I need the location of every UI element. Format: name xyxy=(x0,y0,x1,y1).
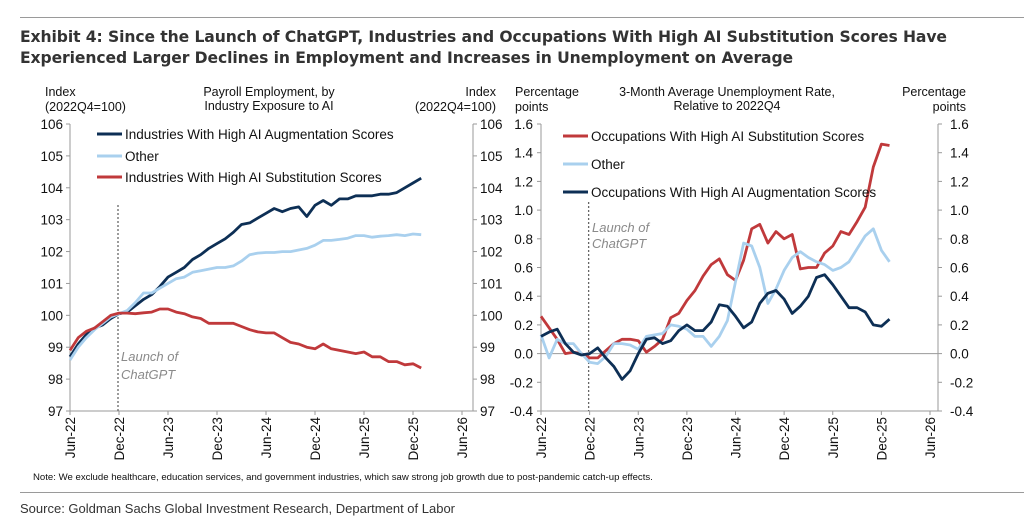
chart2-y-axis-label: Percentage xyxy=(515,85,579,99)
bottom-rule xyxy=(20,492,1024,493)
chart2-title: 3-Month Average Unemployment Rate, xyxy=(619,85,835,99)
chart2-y-tick-label-right: 1.0 xyxy=(950,203,969,218)
chart1-y-tick-label-right: 106 xyxy=(480,117,503,132)
chart1-y-tick-label: 100 xyxy=(40,308,63,323)
chart2-y-tick-label-right: 0.0 xyxy=(950,347,969,362)
chart2-y-tick-label-right: 0.4 xyxy=(950,289,969,304)
chart1-x-tick-label: Jun-24 xyxy=(259,417,274,459)
chart2-y-tick-label: 0.8 xyxy=(514,232,533,247)
chart2-y-tick-label: 1.2 xyxy=(514,174,533,189)
chart1-x-tick-label: Dec-22 xyxy=(112,417,127,461)
chart2-y-tick-label: 0.4 xyxy=(514,289,533,304)
chart2-x-tick-label: Jun-23 xyxy=(631,417,646,458)
chart1-title: Industry Exposure to AI xyxy=(204,99,333,113)
chart1-y-tick-label-right: 99 xyxy=(480,340,495,355)
chart2-x-tick-label: Dec-23 xyxy=(680,417,695,461)
chart1-y-tick-label-right: 102 xyxy=(480,245,503,260)
chart1-y-tick-label-right: 105 xyxy=(480,149,503,164)
chart1-y-tick-label: 103 xyxy=(40,213,63,228)
chart1-y-axis-label-right: Index xyxy=(465,85,496,99)
chart1-legend-label: Other xyxy=(125,149,159,164)
chart2-series-line-augmentation xyxy=(540,273,891,381)
chart1-title: Payroll Employment, by xyxy=(203,85,335,99)
chart2-y-tick-label: 1.0 xyxy=(514,203,533,218)
footnote: Note: We exclude healthcare, education s… xyxy=(33,472,653,483)
source-line: Source: Goldman Sachs Global Investment … xyxy=(20,501,455,516)
chart2-title: Relative to 2022Q4 xyxy=(673,99,780,113)
chart1-annotation-text: Launch of xyxy=(121,349,179,364)
chart1-y-tick-label: 106 xyxy=(40,117,63,132)
chart1-y-tick-label: 105 xyxy=(40,149,63,164)
chart2-x-tick-label: Jun-25 xyxy=(826,417,841,458)
exhibit-title: Exhibit 4: Since the Launch of ChatGPT, … xyxy=(20,28,947,67)
chart1-y-tick-label-right: 98 xyxy=(480,372,495,387)
chart2-y-tick-label: -0.4 xyxy=(510,404,534,419)
chart2-x-tick-label: Jun-22 xyxy=(534,417,549,458)
chart2-annotation-text: ChatGPT xyxy=(592,236,647,251)
chart1-x-tick-label: Jun-23 xyxy=(161,417,176,458)
chart2-y-tick-label-right: -0.4 xyxy=(950,404,974,419)
chart2-legend-label: Other xyxy=(591,157,625,172)
chart2-y-tick-label: 1.4 xyxy=(514,146,533,161)
chart2-y-axis-label-right: points xyxy=(933,100,966,114)
chart1-series-line-substitution xyxy=(68,307,422,370)
chart1-x-tick-label: Jun-22 xyxy=(63,417,78,458)
chart2-y-tick-label: -0.2 xyxy=(510,375,533,390)
chart1-y-tick-label: 99 xyxy=(48,340,63,355)
chart1-annotation-text: ChatGPT xyxy=(121,367,176,382)
chart1-legend-label: Industries With High AI Augmentation Sco… xyxy=(125,127,394,142)
chart2-y-tick-label-right: 1.2 xyxy=(950,174,969,189)
chart2-y-tick-label-right: 1.6 xyxy=(950,117,969,132)
chart2-y-axis-label: points xyxy=(515,100,548,114)
chart2-x-tick-label: Dec-25 xyxy=(874,417,889,461)
chart1-x-tick-label: Jun-26 xyxy=(455,417,470,458)
chart1-series-line-augmentation xyxy=(68,176,422,358)
chart1-y-tick-label-right: 97 xyxy=(480,404,495,419)
chart2-y-tick-label-right: 0.8 xyxy=(950,232,969,247)
chart2-y-tick-label: 0.2 xyxy=(514,318,533,333)
chart1-x-tick-label: Dec-24 xyxy=(308,417,323,461)
chart2-series-line-other xyxy=(539,227,891,366)
chart2-x-tick-label: Jun-26 xyxy=(923,417,938,458)
chart2-x-tick-label: Jun-24 xyxy=(729,417,744,459)
chart2-legend-label: Occupations With High AI Substitution Sc… xyxy=(591,129,864,144)
chart1-y-axis-label: Index xyxy=(45,85,76,99)
top-rule xyxy=(20,17,1024,18)
chart1-y-tick-label-right: 101 xyxy=(480,276,503,291)
chart2-y-tick-label-right: 1.4 xyxy=(950,146,969,161)
chart2-y-tick-label: 0.6 xyxy=(514,261,533,276)
chart1-y-tick-label: 104 xyxy=(40,181,63,196)
chart1-x-tick-label: Jun-25 xyxy=(357,417,372,458)
chart1-y-axis-label: (2022Q4=100) xyxy=(45,100,126,114)
chart1-y-tick-label: 98 xyxy=(48,372,63,387)
chart1-y-tick-label: 101 xyxy=(40,276,63,291)
chart2-y-axis-label-right: Percentage xyxy=(902,85,966,99)
chart2-y-tick-label-right: 0.2 xyxy=(950,318,969,333)
chart2-y-tick-label-right: 0.6 xyxy=(950,261,969,276)
chart1-y-axis-label-right: (2022Q4=100) xyxy=(415,100,496,114)
chart2-legend-label: Occupations With High AI Augmentation Sc… xyxy=(591,185,876,200)
chart2-x-tick-label: Dec-22 xyxy=(583,417,598,461)
chart2-y-tick-label: 1.6 xyxy=(514,117,533,132)
chart1-series-line-other xyxy=(68,232,422,361)
chart2-annotation-text: Launch of xyxy=(592,220,650,235)
chart2-y-tick-label-right: -0.2 xyxy=(950,375,973,390)
chart1-y-tick-label-right: 103 xyxy=(480,213,503,228)
chart1-x-tick-label: Dec-23 xyxy=(210,417,225,461)
chart1-y-tick-label: 102 xyxy=(40,245,63,260)
chart1-y-tick-label: 97 xyxy=(48,404,63,419)
chart1-y-tick-label-right: 104 xyxy=(480,181,503,196)
chart1-legend-label: Industries With High AI Substitution Sco… xyxy=(125,170,382,185)
chart2-x-tick-label: Dec-24 xyxy=(777,417,792,461)
chart2-y-tick-label: 0.0 xyxy=(514,347,533,362)
chart2-series-line-substitution xyxy=(539,142,890,360)
chart1-y-tick-label-right: 100 xyxy=(480,308,503,323)
chart1-x-tick-label: Dec-25 xyxy=(406,417,421,461)
